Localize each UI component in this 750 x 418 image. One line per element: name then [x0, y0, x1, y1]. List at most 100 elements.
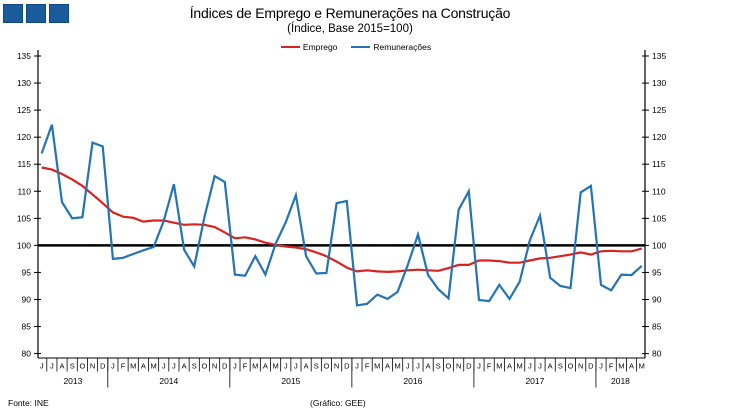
month-label: A — [141, 362, 146, 371]
year-label: 2018 — [611, 376, 630, 386]
y-tick-label-right: 115 — [652, 159, 666, 169]
legend-label-emprego: Emprego — [302, 42, 338, 52]
y-tick-label-right: 120 — [652, 132, 666, 142]
month-label: D — [344, 362, 350, 371]
month-label: M — [272, 362, 278, 371]
month-label: J — [111, 362, 115, 371]
month-label: M — [618, 362, 624, 371]
year-label: 2014 — [159, 376, 178, 386]
month-label: S — [192, 362, 197, 371]
y-tick-label-right: 105 — [652, 213, 666, 223]
legend: Emprego Remunerações — [0, 42, 712, 52]
year-label: 2016 — [403, 376, 422, 386]
month-label: M — [395, 362, 401, 371]
month-label: F — [609, 362, 614, 371]
month-label: O — [568, 362, 574, 371]
month-label: J — [233, 362, 237, 371]
month-label: D — [466, 362, 472, 371]
month-label: S — [314, 362, 319, 371]
month-label: N — [456, 362, 461, 371]
legend-item-emprego: Emprego — [280, 42, 338, 52]
y-tick-label-left: 105 — [17, 213, 31, 223]
month-label: N — [334, 362, 339, 371]
month-label: D — [100, 362, 106, 371]
month-label: O — [79, 362, 85, 371]
y-tick-label-right: 110 — [652, 186, 666, 196]
y-tick-label-left: 135 — [17, 51, 31, 61]
remuneracoes-line-swatch-icon — [351, 46, 371, 48]
y-tick-label-left: 100 — [17, 240, 31, 250]
month-label: J — [162, 362, 166, 371]
month-label: M — [639, 362, 645, 371]
month-label: F — [365, 362, 370, 371]
y-tick-label-left: 120 — [17, 132, 31, 142]
month-label: J — [416, 362, 420, 371]
y-tick-label-right: 80 — [652, 349, 662, 359]
chart-title: Índices de Emprego e Remunerações na Con… — [189, 5, 511, 21]
series-line-emprego — [41, 166, 642, 274]
year-label: 2015 — [281, 376, 300, 386]
month-label: J — [284, 362, 288, 371]
month-label: J — [50, 362, 54, 371]
month-label: O — [446, 362, 452, 371]
year-label: 2017 — [525, 376, 544, 386]
series-line-remuneracoes — [40, 124, 643, 307]
month-label: N — [578, 362, 583, 371]
y-tick-label-right: 130 — [652, 78, 666, 88]
logo-square — [3, 4, 23, 23]
month-label: J — [406, 362, 410, 371]
month-label: O — [201, 362, 207, 371]
month-label: S — [436, 362, 441, 371]
month-label: N — [90, 362, 95, 371]
emprego-line-swatch-icon — [280, 46, 300, 48]
y-tick-label-right: 125 — [652, 105, 666, 115]
month-label: F — [243, 362, 248, 371]
year-label: 2013 — [63, 376, 82, 386]
y-tick-label-right: 95 — [652, 267, 662, 277]
month-label: M — [130, 362, 136, 371]
month-label: A — [60, 362, 65, 371]
month-label: M — [252, 362, 258, 371]
month-label: J — [477, 362, 481, 371]
y-tick-label-right: 90 — [652, 294, 662, 304]
month-label: J — [599, 362, 603, 371]
month-label: J — [294, 362, 298, 371]
month-label: D — [588, 362, 594, 371]
month-label: F — [121, 362, 126, 371]
y-tick-label-left: 125 — [17, 105, 31, 115]
month-label: M — [374, 362, 380, 371]
month-label: A — [548, 362, 553, 371]
legend-label-remuneracoes: Remunerações — [373, 42, 432, 52]
month-label: S — [70, 362, 75, 371]
month-label: D — [222, 362, 228, 371]
month-label: J — [528, 362, 532, 371]
month-label: A — [507, 362, 512, 371]
month-label: N — [212, 362, 217, 371]
month-label: J — [172, 362, 176, 371]
month-label: F — [487, 362, 492, 371]
month-label: S — [558, 362, 563, 371]
y-tick-label-left: 80 — [22, 349, 32, 359]
month-label: A — [304, 362, 309, 371]
y-tick-label-left: 85 — [22, 322, 32, 332]
legend-item-remuneracoes: Remunerações — [351, 42, 431, 52]
y-tick-label-left: 90 — [22, 294, 32, 304]
y-tick-label-left: 130 — [17, 78, 31, 88]
y-tick-label-left: 95 — [22, 267, 32, 277]
chart-subtitle: (Índice, Base 2015=100) — [287, 23, 413, 35]
month-label: A — [629, 362, 634, 371]
chart-header: Índices de Emprego e Remunerações na Con… — [0, 5, 700, 35]
month-label: O — [324, 362, 330, 371]
logo — [3, 4, 69, 23]
month-label: M — [150, 362, 156, 371]
month-label: J — [538, 362, 542, 371]
y-tick-label-right: 135 — [652, 51, 666, 61]
y-tick-label-right: 100 — [652, 240, 666, 250]
month-label: A — [263, 362, 268, 371]
month-label: A — [182, 362, 187, 371]
y-tick-label-right: 85 — [652, 322, 662, 332]
logo-square — [49, 4, 69, 23]
month-label: J — [355, 362, 359, 371]
